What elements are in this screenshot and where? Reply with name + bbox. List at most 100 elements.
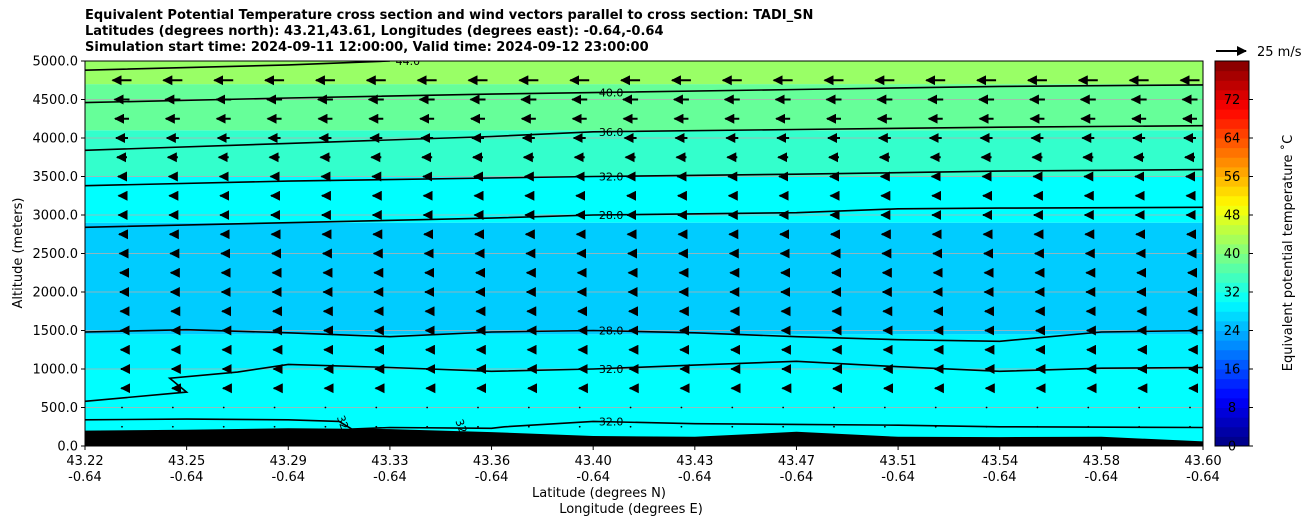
wind-vector: [731, 425, 734, 428]
colorbar-segment: [1215, 195, 1249, 206]
x-tick-label-lon: -0.64: [1186, 470, 1220, 485]
wind-vector: [833, 425, 835, 428]
x-tick-label-lat: 43.22: [66, 454, 103, 469]
theta-contour: [85, 168, 1203, 187]
colorbar-segment: [1215, 89, 1249, 100]
x-tick-label-lat: 43.25: [168, 454, 205, 469]
wind-vector: [1189, 425, 1191, 428]
theta-contour: [85, 206, 1203, 229]
wind-vector: [324, 406, 327, 409]
theta-band: [85, 334, 1203, 369]
wind-reference-label: 25 m/s: [1257, 45, 1302, 60]
contour-label: 40.0: [599, 87, 624, 100]
theta-contour: [85, 418, 1203, 430]
y-tick-label: 0.0: [57, 440, 78, 455]
colorbar-segment: [1215, 215, 1249, 226]
wind-vector: [527, 406, 530, 409]
contour-label: 44.0: [396, 55, 421, 68]
colorbar-segment: [1215, 417, 1249, 428]
wind-vector: [1087, 425, 1090, 428]
wind-vector: [1036, 425, 1039, 428]
colorbar-segment: [1215, 80, 1249, 91]
colorbar-segment: [1215, 301, 1249, 312]
colorbar-tick-label: 32: [1224, 286, 1241, 301]
colorbar-segment: [1215, 234, 1249, 245]
wind-vector: [883, 425, 886, 428]
colorbar-tick-label: 40: [1224, 247, 1241, 262]
theta-contour: [85, 124, 1203, 152]
x-tick-label-lat: 43.51: [879, 454, 916, 469]
x-tick-label-lat: 43.60: [1184, 454, 1221, 469]
x-tick-label-lat: 43.54: [981, 454, 1018, 469]
colorbar-tick-label: 56: [1224, 170, 1241, 185]
x-axis-label: Latitude (degrees N): [532, 486, 666, 501]
wind-vector: [222, 425, 225, 428]
wind-vector: [934, 406, 937, 409]
y-tick-label: 4000.0: [33, 132, 79, 147]
colorbar-segment: [1215, 407, 1249, 418]
contour-label: 28.0: [599, 325, 624, 338]
x-tick-label-lat: 43.29: [270, 454, 307, 469]
wind-vector: [578, 425, 581, 428]
colorbar-segment: [1215, 147, 1249, 158]
wind-vector: [629, 425, 632, 428]
wind-vector: [324, 425, 327, 428]
x-tick-label-lon: -0.64: [271, 470, 305, 485]
x-tick-label-lon: -0.64: [678, 470, 712, 485]
colorbar-segment: [1215, 166, 1249, 177]
colorbar-tick-label: 24: [1224, 324, 1241, 339]
colorbar-segment: [1215, 272, 1249, 283]
colorbar-segment: [1215, 205, 1249, 216]
colorbar-tick-label: 72: [1224, 93, 1241, 108]
theta-band: [85, 61, 1203, 85]
colorbar-segment: [1215, 128, 1249, 139]
wind-vector: [121, 425, 123, 428]
contour-label: 32.0: [599, 171, 624, 184]
colorbar-segment: [1215, 138, 1249, 149]
y-tick-label: 2500.0: [33, 247, 79, 262]
colorbar-segment: [1215, 118, 1249, 129]
title-line-2: Latitudes (degrees north): 43.21,43.61, …: [85, 24, 664, 39]
wind-vector: [273, 425, 276, 428]
wind-vector: [680, 425, 683, 428]
terrain-fill: [85, 428, 1203, 446]
colorbar-segment: [1215, 388, 1249, 399]
colorbar-segment: [1215, 224, 1249, 235]
wind-vector: [273, 406, 276, 409]
x-tick-label-lat: 43.43: [676, 454, 713, 469]
wind-vector: [477, 406, 479, 409]
colorbar-segment: [1215, 378, 1249, 389]
colorbar-segment: [1215, 330, 1249, 341]
wind-vector: [985, 425, 988, 428]
wind-vector: [731, 406, 734, 409]
wind-vector: [477, 425, 479, 428]
y-axis-label: Altitude (meters): [11, 198, 26, 309]
title-line-1: Equivalent Potential Temperature cross s…: [85, 8, 814, 23]
colorbar-segment: [1215, 369, 1249, 380]
wind-vector: [1138, 425, 1141, 428]
x-tick-label-lat: 43.58: [1083, 454, 1120, 469]
wind-vector: [833, 406, 835, 409]
x-tick-label-lon: -0.64: [373, 470, 407, 485]
colorbar-segment: [1215, 282, 1249, 293]
x-tick-label-lon: -0.64: [576, 470, 610, 485]
wind-vector: [883, 406, 886, 409]
colorbar-segment: [1215, 340, 1249, 351]
wind-vector: [680, 406, 683, 409]
colorbar-tick-label: 48: [1224, 209, 1241, 224]
contour-label: 28.0: [599, 209, 624, 222]
colorbar-segment: [1215, 349, 1249, 360]
colorbar-segment: [1215, 70, 1249, 81]
axes: 0.0 500.0 1000.0 1500.0 2000.0 2500.0 3000.0 35…: [33, 55, 1222, 486]
contour-label: 32.0: [599, 363, 624, 376]
wind-vector: [222, 406, 225, 409]
colorbar-segment: [1215, 263, 1249, 274]
x-tick-label-lat: 43.40: [575, 454, 612, 469]
colorbar-segment: [1215, 176, 1249, 187]
wind-vector: [934, 425, 937, 428]
colorbar-tick-label: 8: [1228, 401, 1236, 416]
colorbar-segment: [1215, 99, 1249, 110]
wind-vector: [375, 406, 378, 409]
theta-contour: [85, 61, 390, 71]
